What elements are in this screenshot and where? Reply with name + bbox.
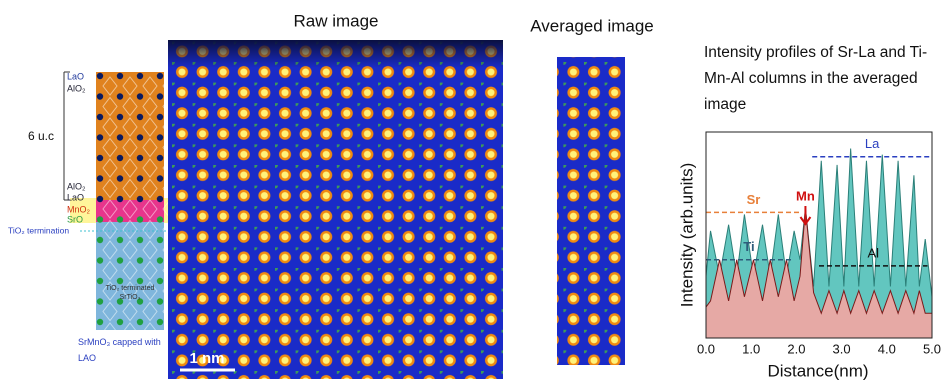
atom	[97, 155, 103, 161]
panel-title: Averaged image	[530, 16, 654, 35]
label: SrTiO₃	[120, 294, 141, 301]
reference-label: Al	[867, 245, 879, 260]
atom	[157, 237, 163, 243]
scale-label: 1 nm	[189, 350, 224, 367]
atom	[137, 278, 143, 284]
label: TiO₂ terminated	[106, 285, 155, 292]
label: AlO₂	[67, 181, 86, 191]
label: 6 u.c	[28, 129, 54, 143]
x-tick-label: 1.0	[742, 341, 760, 356]
y-axis-label: Intensity (arb.units)	[677, 163, 696, 308]
atom	[117, 216, 123, 222]
atom	[157, 114, 163, 120]
atom	[137, 155, 143, 161]
label: SrO	[67, 214, 83, 224]
label: TiO₂ termination	[8, 225, 69, 235]
atom	[117, 175, 123, 181]
atom	[157, 93, 163, 99]
atom	[117, 319, 123, 325]
atom	[137, 93, 143, 99]
x-axis-label: Distance(nm)	[767, 361, 868, 380]
raw-image-edge	[168, 40, 503, 68]
atom	[117, 73, 123, 79]
averaged-image	[557, 57, 625, 365]
x-tick-label: 5.0	[923, 341, 941, 356]
atom	[97, 278, 103, 284]
atom	[137, 237, 143, 243]
atom	[117, 93, 123, 99]
atom	[157, 134, 163, 140]
atom	[117, 196, 123, 202]
panel-title: Raw image	[293, 11, 378, 30]
raw-image	[168, 40, 503, 379]
atom	[97, 134, 103, 140]
atom	[97, 93, 103, 99]
reference-label: Sr	[747, 192, 761, 207]
atom	[157, 298, 163, 304]
x-tick-label: 2.0	[787, 341, 805, 356]
x-tick-label: 3.0	[833, 341, 851, 356]
figure: LaO AlO₂ 6 u.c AlO₂ LaO MnO₂ SrO TiO₂ te…	[0, 0, 946, 383]
x-tick-label: 0.0	[697, 341, 715, 356]
caption-box: SrMnO₃ capped with LAO	[78, 334, 170, 374]
chart-title: Intensity profiles of Sr-La and Ti-Mn-Al…	[704, 40, 944, 118]
plot: 0.0 1.0 2.0 3.0 4.0 5.0 Sr La Ti Al Mn	[697, 136, 941, 356]
atom	[97, 319, 103, 325]
label: MnO₂	[67, 204, 91, 214]
atom	[137, 73, 143, 79]
atom	[97, 73, 103, 79]
atom	[137, 196, 143, 202]
atom	[97, 237, 103, 243]
atom	[137, 134, 143, 140]
atom	[97, 175, 103, 181]
atom	[157, 257, 163, 263]
atom	[157, 196, 163, 202]
label: LaO	[67, 71, 84, 81]
atom	[137, 114, 143, 120]
label: AlO₂	[67, 83, 86, 93]
atom	[97, 114, 103, 120]
atom	[157, 73, 163, 79]
atom	[137, 319, 143, 325]
atom	[157, 319, 163, 325]
atom	[117, 278, 123, 284]
caption: SrMnO₃ capped with LAO	[78, 334, 170, 366]
atom	[97, 196, 103, 202]
annotation-arrow	[800, 206, 810, 224]
atom	[97, 216, 103, 222]
atom	[97, 298, 103, 304]
atom	[137, 216, 143, 222]
atom	[157, 175, 163, 181]
reference-label: La	[865, 136, 880, 151]
atom	[117, 257, 123, 263]
atom	[97, 257, 103, 263]
atom	[117, 134, 123, 140]
reference-label: Ti	[743, 239, 754, 254]
label: LaO	[67, 192, 84, 202]
annotation-label: Mn	[796, 188, 815, 203]
atom	[157, 155, 163, 161]
x-tick-label: 4.0	[878, 341, 896, 356]
atom	[157, 216, 163, 222]
atom	[137, 257, 143, 263]
atom	[117, 237, 123, 243]
atom	[157, 278, 163, 284]
atom	[117, 155, 123, 161]
atom	[137, 175, 143, 181]
atom	[117, 114, 123, 120]
